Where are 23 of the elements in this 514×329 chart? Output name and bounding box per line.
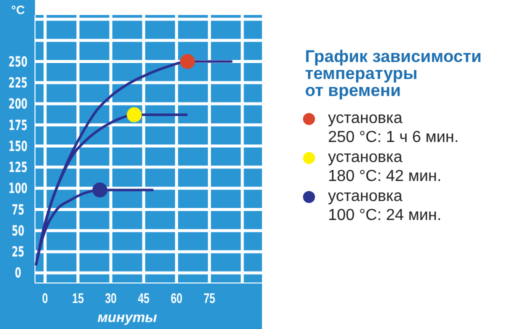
x-tick-label: 60 <box>170 290 182 306</box>
y-axis-title: °C <box>11 3 26 17</box>
text: График зависимости температуры от времени <box>305 47 482 100</box>
legend-label: установка 250 °C: 1 ч 6 мин. <box>328 110 459 146</box>
y-tick-label: 200 <box>8 96 28 112</box>
legend-label: установка 100 °C: 24 мин. <box>328 188 442 224</box>
x-tick-label: 75 <box>204 290 216 306</box>
y-tick-label: 225 <box>8 74 28 91</box>
y-tick-label: 50 <box>12 222 25 239</box>
y-tick-label: 75 <box>12 202 24 218</box>
x-tick-label: 15 <box>72 290 84 306</box>
y-tick-label: 0 <box>14 265 22 282</box>
y-tick-label: 100 <box>8 180 28 197</box>
x-axis-title: минуты <box>97 309 158 325</box>
y-tick-label: 175 <box>8 117 28 134</box>
y-tick-label: 25 <box>12 244 24 260</box>
x-tick-label: 45 <box>138 290 150 306</box>
x-tick-label: 0 <box>42 290 48 306</box>
y-tick-label: 150 <box>8 138 28 154</box>
y-tick-label: 125 <box>8 159 28 176</box>
legend-label: установка 180 °C: 42 мин. <box>328 149 442 185</box>
x-tick-label: 30 <box>104 290 117 306</box>
y-tick-label: 250 <box>8 54 28 70</box>
